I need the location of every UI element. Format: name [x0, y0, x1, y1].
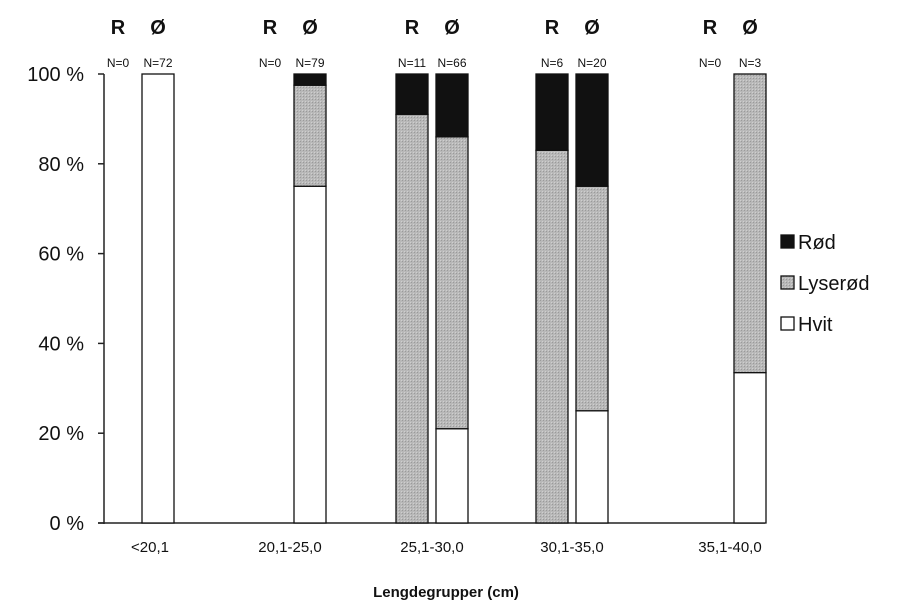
- bar-segment-lyserod: [733, 73, 767, 374]
- legend-label: Hvit: [798, 314, 833, 336]
- n-label: N=6: [541, 56, 564, 70]
- x-category-label: 25,1-30,0: [400, 539, 463, 556]
- bar-segment-rod: [435, 73, 469, 138]
- y-tick-label: 20 %: [38, 423, 84, 445]
- n-label: N=72: [143, 56, 172, 70]
- bar-segment-hvit: [141, 73, 175, 524]
- n-label: N=20: [577, 56, 606, 70]
- y-tick-label: 60 %: [38, 244, 84, 266]
- legend-swatch: [780, 275, 795, 290]
- bar-segment-lyserod: [293, 84, 327, 187]
- y-tick-label: 100 %: [27, 64, 84, 86]
- bar-segment-hvit: [293, 185, 327, 524]
- n-label: N=3: [739, 56, 762, 70]
- n-label: N=0: [107, 56, 130, 70]
- n-label: N=0: [259, 56, 282, 70]
- group-label: R: [111, 17, 126, 39]
- group-label: R: [703, 17, 718, 39]
- bar-segment-lyserod: [575, 185, 609, 412]
- legend-label: Rød: [798, 232, 836, 254]
- bar-segment-rod: [395, 73, 429, 116]
- group-label: Ø: [742, 17, 758, 39]
- n-label: N=79: [295, 56, 324, 70]
- bar-segment-rod: [535, 73, 569, 151]
- y-tick-label: 40 %: [38, 333, 84, 355]
- y-tick-label: 0 %: [50, 513, 85, 535]
- n-label: N=0: [699, 56, 722, 70]
- bar-segment-hvit: [575, 410, 609, 524]
- n-label: N=11: [398, 56, 426, 70]
- x-category-label: 20,1-25,0: [258, 539, 321, 556]
- group-label: R: [405, 17, 420, 39]
- x-category-label: <20,1: [131, 539, 169, 556]
- group-label: Ø: [302, 17, 318, 39]
- bar-segment-rod: [575, 73, 609, 187]
- n-label: N=66: [437, 56, 466, 70]
- group-label: R: [263, 17, 278, 39]
- bar-segment-rod: [293, 73, 327, 86]
- legend-swatch: [780, 234, 795, 249]
- bar-segment-hvit: [733, 371, 767, 524]
- bar-segment-lyserod: [435, 136, 469, 430]
- x-axis-title: Lengdegrupper (cm): [373, 584, 519, 601]
- y-tick-label: 80 %: [38, 154, 84, 176]
- legend-swatch: [780, 316, 795, 331]
- group-label: Ø: [584, 17, 600, 39]
- legend-label: Lyserød: [798, 273, 870, 295]
- bar-segment-lyserod: [395, 113, 429, 524]
- group-label: R: [545, 17, 560, 39]
- bar-segment-lyserod: [535, 149, 569, 524]
- group-label: Ø: [444, 17, 460, 39]
- x-category-label: 35,1-40,0: [698, 539, 761, 556]
- group-label: Ø: [150, 17, 166, 39]
- bar-segment-hvit: [435, 428, 469, 524]
- x-category-label: 30,1-35,0: [540, 539, 603, 556]
